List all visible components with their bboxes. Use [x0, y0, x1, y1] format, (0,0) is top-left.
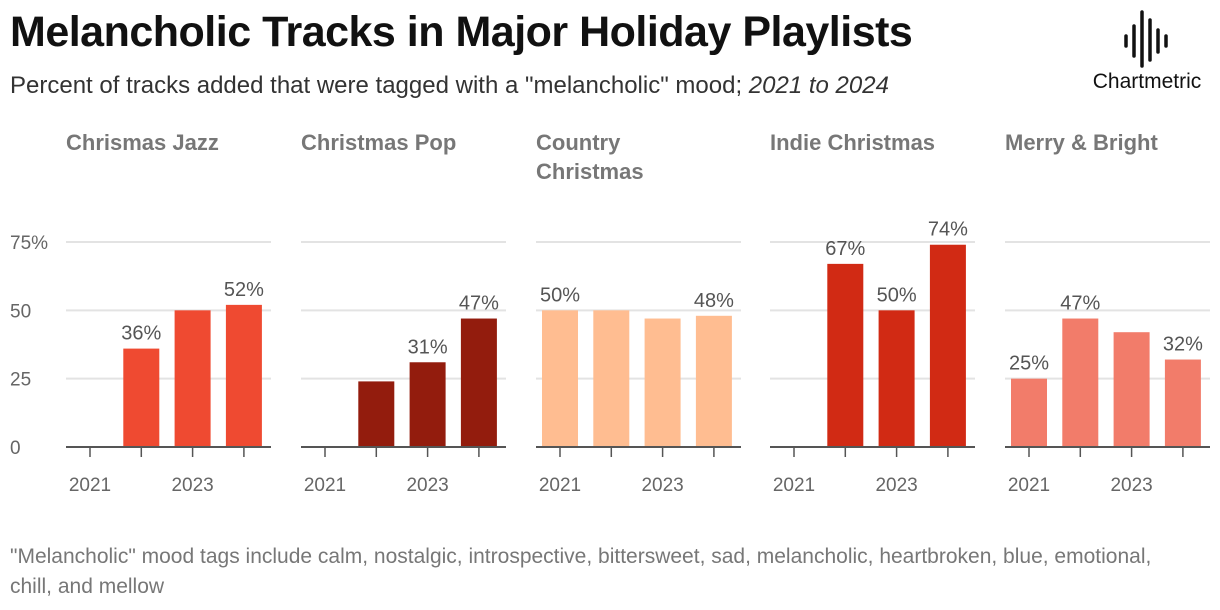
bar — [1062, 318, 1099, 447]
panel: Merry & Bright 25% 47% 32% 2021 2023 — [1005, 130, 1210, 496]
data-label: 47% — [1060, 293, 1100, 315]
chart-title: Melancholic Tracks in Major Holiday Play… — [10, 8, 913, 56]
x-tick-label: 2021 — [304, 475, 346, 496]
panel-title: Country Christmas — [536, 130, 644, 184]
bar — [695, 315, 732, 447]
y-tick-label: 75% — [10, 233, 48, 254]
x-tick-label: 2023 — [171, 475, 213, 496]
bar — [1011, 378, 1047, 447]
panel-title: Christmas Pop — [301, 130, 456, 155]
data-label: 74% — [928, 219, 968, 241]
panel: Christmas Pop 31% 47% 2021 2023 — [301, 130, 506, 496]
y-tick-label: 25 — [10, 370, 31, 391]
bar — [878, 310, 915, 447]
panel-title: Merry & Bright — [1005, 130, 1158, 155]
subtitle-date-range: 2021 to 2024 — [748, 72, 889, 99]
brand-logo: Chartmetric — [1082, 8, 1212, 98]
panel: Chrismas Jazz 36% 52% 2021 2023 — [66, 130, 271, 496]
panel-title-line: Christmas — [536, 159, 644, 184]
bar — [542, 310, 578, 447]
bar — [1113, 332, 1150, 447]
bar — [358, 381, 395, 447]
chart-subtitle: Percent of tracks added that were tagged… — [10, 72, 889, 100]
panel-title: Chrismas Jazz — [66, 130, 219, 155]
y-tick-label: 50 — [10, 301, 31, 322]
data-label: 50% — [877, 284, 917, 306]
bar — [1164, 359, 1201, 447]
x-tick-label: 2021 — [1008, 475, 1050, 496]
x-tick-label: 2021 — [773, 475, 815, 496]
x-tick-label: 2021 — [539, 475, 581, 496]
data-label: 32% — [1163, 334, 1203, 356]
bar — [593, 310, 630, 447]
panel-title: Indie Christmas — [770, 130, 935, 155]
footnote: "Melancholic" mood tags include calm, no… — [10, 545, 1152, 598]
subtitle-text: Percent of tracks added that were tagged… — [10, 72, 749, 99]
data-label: 47% — [459, 293, 499, 315]
panel: Country Christmas 50% 48% 2021 2023 — [536, 130, 741, 496]
waveform-logo-icon — [1124, 10, 1168, 68]
bar — [460, 318, 497, 447]
x-tick-label: 2023 — [406, 475, 448, 496]
panel: Indie Christmas 67% 50% 74% 2021 2023 — [770, 130, 975, 496]
x-tick-label: 2023 — [641, 475, 683, 496]
data-label: 36% — [121, 323, 161, 345]
x-tick-label: 2023 — [875, 475, 917, 496]
data-label: 67% — [825, 238, 865, 260]
bar — [225, 304, 262, 447]
y-tick-label: 0 — [10, 438, 21, 459]
brand-name: Chartmetric — [1092, 70, 1202, 93]
bar — [929, 244, 966, 447]
bar — [123, 348, 160, 447]
x-tick-label: 2023 — [1110, 475, 1152, 496]
data-label: 31% — [408, 336, 448, 358]
data-label: 52% — [224, 279, 264, 301]
bar — [174, 310, 211, 447]
data-label: 48% — [694, 290, 734, 312]
data-label: 50% — [540, 284, 580, 306]
x-tick-label: 2021 — [69, 475, 111, 496]
panel-title-line: Country — [536, 130, 621, 155]
bar — [644, 318, 681, 447]
data-label: 25% — [1009, 353, 1049, 375]
bar — [409, 362, 446, 447]
bar — [827, 263, 864, 447]
